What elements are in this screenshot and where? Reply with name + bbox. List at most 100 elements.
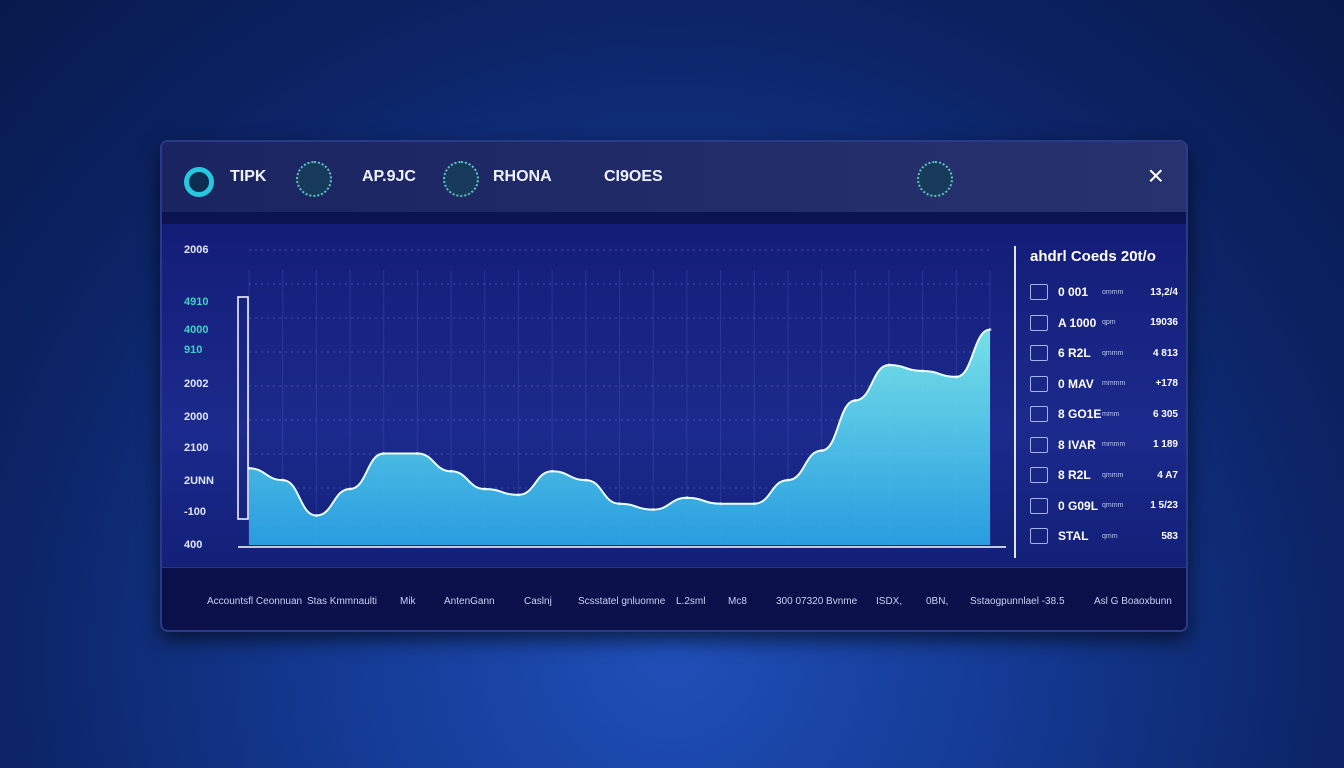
data-point (550, 469, 554, 473)
y-axis-label: 2006 (184, 244, 209, 256)
stat-row[interactable]: 8 IVAR mmmm 1 189 (1014, 430, 1184, 461)
footer-item: Mc8 (728, 596, 747, 607)
stat-value: 13,2/4 (1150, 286, 1178, 298)
footer-item: L.2sml (676, 596, 706, 607)
stat-sub: qmmm (1102, 502, 1124, 510)
area-fill (249, 329, 990, 545)
stat-value: 6 305 (1152, 408, 1178, 420)
footer-item: Stas Kmmnaulti (307, 596, 378, 607)
stat-name: 8 R2L (1058, 468, 1091, 483)
header-bar: TIPK AP.9JC RHONA CI9OES × (162, 142, 1186, 212)
nav-item[interactable]: TIPK (230, 168, 267, 185)
footer-item: Caslnj (524, 596, 552, 607)
stat-name: 0 G09L (1058, 498, 1099, 513)
stat-icon (1030, 467, 1048, 484)
stat-name: 0 MAV (1058, 376, 1094, 391)
data-point (314, 514, 318, 517)
logo-icon (184, 167, 214, 197)
data-point (281, 478, 285, 482)
data-point (415, 452, 419, 456)
stat-sub: qmmm (1102, 349, 1124, 357)
stat-value: 1 5/23 (1150, 500, 1178, 512)
globe-icon[interactable] (296, 161, 332, 197)
footer-item: Asl G Boaoxbunn (1094, 596, 1172, 607)
stat-sub: mmmm (1102, 441, 1126, 449)
globe-icon[interactable] (443, 161, 479, 197)
divider (1014, 246, 1016, 558)
footer-item: Sstaogpunnlael -38.5 (970, 596, 1065, 607)
footer-item: Mik (400, 596, 416, 607)
stat-row[interactable]: STAL qmm 583 (1014, 521, 1184, 552)
stat-name: 8 IVAR (1058, 437, 1096, 452)
data-point (954, 375, 958, 379)
stat-icon (1030, 314, 1048, 331)
nav-item[interactable]: AP.9JC (362, 168, 416, 185)
footer-item: 300 07320 Bvnme (776, 596, 858, 607)
stat-row[interactable]: A 1000 qpm 19036 (1014, 308, 1184, 339)
data-point (853, 398, 857, 402)
nav-item[interactable]: RHONA (493, 168, 552, 185)
stat-row[interactable]: 8 R2L qmmm 4 A7 (1014, 460, 1184, 491)
stat-icon (1030, 345, 1048, 362)
data-point (382, 452, 386, 456)
stat-sub: qpm (1102, 319, 1116, 327)
dashboard-window: TIPK AP.9JC RHONA CI9OES × 2006 4910 4000 9… (160, 140, 1188, 632)
stat-icon (1030, 497, 1048, 514)
stat-name: 8 GO1E (1058, 407, 1102, 422)
stat-name: 0 001 (1058, 285, 1089, 300)
y-axis-label: 4910 (184, 296, 209, 308)
stat-sub: qmm (1102, 532, 1118, 540)
stat-value: 4 813 (1152, 347, 1178, 359)
stat-sub: mmm (1102, 410, 1120, 418)
data-point (921, 369, 925, 373)
stat-icon (1030, 436, 1048, 453)
stat-row[interactable]: 0 MAV mmmm +178 (1014, 369, 1184, 400)
y-axis-label: 4000 (184, 324, 209, 336)
y-axis-label: 2100 (184, 442, 209, 454)
data-point (786, 478, 790, 482)
stat-value: 1 189 (1152, 439, 1178, 451)
footer-item: Accountsfl Ceonnuan (207, 596, 303, 607)
data-point (752, 502, 756, 506)
stat-value: 4 A7 (1157, 469, 1178, 481)
stat-name: A 1000 (1058, 315, 1097, 330)
stat-row[interactable]: 0 G09L qmmm 1 5/23 (1014, 491, 1184, 522)
footer-item: ISDX, (876, 596, 903, 607)
data-point (988, 328, 992, 332)
stat-row[interactable]: 0 001 ommm 13,2/4 (1014, 277, 1184, 308)
stat-sub: mmmm (1102, 380, 1126, 388)
stat-icon (1030, 284, 1048, 301)
data-point (618, 502, 621, 506)
stat-icon (1030, 528, 1048, 545)
stat-row[interactable]: 8 GO1E mmm 6 305 (1014, 399, 1184, 430)
y-axis-label: -100 (184, 506, 207, 518)
y-axis-label: 2002 (184, 378, 209, 390)
stat-row[interactable]: 6 R2L qmmm 4 813 (1014, 338, 1184, 369)
stats-panel: ahdrl Coeds 20t/o 0 001 ommm 13,2/4 A 1000 q… (1014, 248, 1184, 552)
data-point (483, 487, 487, 491)
chart-area: 2006 4910 4000 910 2002 2000 2100 2UNN -100 400 a… (162, 224, 1186, 567)
data-point (449, 469, 453, 473)
data-point (348, 487, 352, 491)
stat-sub: ommm (1102, 288, 1124, 296)
scale-bar (237, 296, 249, 520)
footer-item: AntenGann (444, 596, 495, 607)
data-point (651, 508, 655, 512)
stat-name: STAL (1058, 529, 1089, 544)
settings-icon[interactable] (917, 161, 953, 197)
y-axis-label: 910 (184, 344, 203, 356)
close-button[interactable]: × (1147, 160, 1164, 191)
footer-item: 0BN, (926, 596, 949, 607)
panel-title: ahdrl Coeds 20t/o (1030, 248, 1156, 265)
stat-name: 6 R2L (1058, 346, 1091, 361)
data-point (719, 502, 723, 506)
stat-value: 19036 (1150, 317, 1178, 329)
stat-icon (1030, 406, 1048, 423)
data-point (887, 363, 891, 367)
y-axis-label: 2UNN (184, 475, 214, 487)
footer-item: Scsstatel gnluomne (578, 596, 666, 607)
data-point (516, 493, 520, 497)
stat-value: +178 (1155, 378, 1178, 390)
nav-item[interactable]: CI9OES (604, 168, 663, 185)
y-axis-label: 2000 (184, 411, 209, 423)
